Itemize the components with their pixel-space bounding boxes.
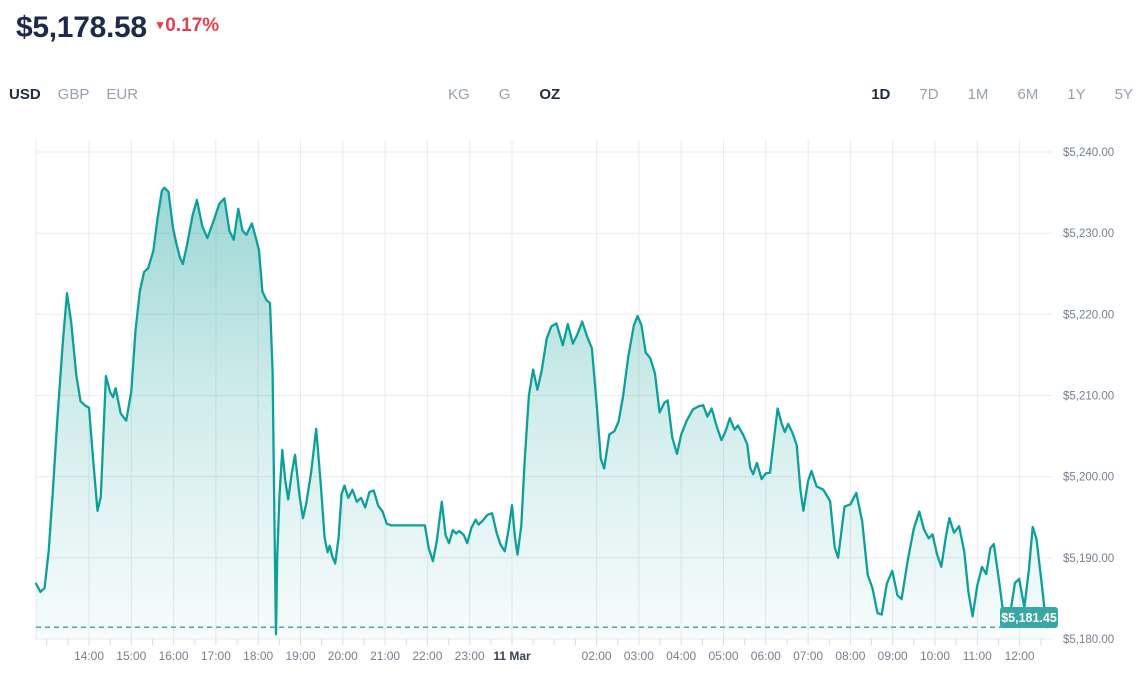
unit-tab-g[interactable]: G [498, 86, 511, 103]
y-axis-labels: $5,240.00 $5,230.00 $5,220.00 $5,210.00 $5,2… [1063, 147, 1114, 646]
svg-text:$5,220.00: $5,220.00 [1063, 309, 1114, 321]
range-tab-5y[interactable]: 5Y [1114, 86, 1133, 103]
svg-text:$5,180.00: $5,180.00 [1063, 634, 1114, 646]
x-axis-ticks [46, 639, 1042, 645]
currency-tab-eur[interactable]: EUR [106, 86, 139, 103]
price-value: $5,178.58 [16, 11, 147, 44]
svg-text:12:00: 12:00 [1005, 649, 1035, 663]
price-change-percent: 0.17% [165, 15, 220, 36]
svg-text:04:00: 04:00 [666, 649, 696, 663]
unit-tabs: KG G OZ [448, 84, 560, 106]
down-triangle-icon: ▾ [156, 17, 164, 32]
svg-text:11:00: 11:00 [963, 649, 992, 663]
svg-text:08:00: 08:00 [835, 649, 865, 663]
range-tab-6m[interactable]: 6M [1017, 86, 1039, 103]
range-tab-1d[interactable]: 1D [871, 86, 891, 103]
svg-text:20:00: 20:00 [328, 649, 358, 663]
unit-tab-oz[interactable]: OZ [539, 86, 561, 103]
range-tab-1y[interactable]: 1Y [1067, 86, 1086, 103]
svg-text:23:00: 23:00 [455, 649, 485, 663]
range-tabs: 1D 7D 1M 6M 1Y 5Y [871, 84, 1133, 106]
svg-text:19:00: 19:00 [285, 649, 315, 663]
svg-text:03:00: 03:00 [624, 649, 654, 663]
x-axis-labels: 14:00 15:00 16:00 17:00 18:00 19:00 20:00 21:00… [74, 649, 1035, 663]
svg-text:$5,200.00: $5,200.00 [1063, 472, 1114, 484]
price-header: $5,178.58 ▾ 0.17% [16, 12, 219, 44]
svg-text:18:00: 18:00 [243, 649, 273, 663]
price-line [34, 186, 1049, 636]
svg-text:10:00: 10:00 [920, 649, 950, 663]
svg-text:$5,190.00: $5,190.00 [1063, 553, 1114, 565]
svg-text:14:00: 14:00 [74, 649, 104, 663]
svg-text:21:00: 21:00 [370, 649, 400, 663]
svg-text:15:00: 15:00 [116, 649, 146, 663]
svg-text:$5,181.45: $5,181.45 [1001, 611, 1057, 625]
svg-text:09:00: 09:00 [878, 649, 908, 663]
area-fill [36, 187, 1048, 639]
currency-tab-gbp[interactable]: GBP [57, 86, 90, 103]
range-tab-1m[interactable]: 1M [967, 86, 989, 103]
toolbar: USD GBP EUR KG G OZ 1D 7D 1M 6M 1Y 5Y [0, 84, 1146, 106]
svg-text:16:00: 16:00 [159, 649, 189, 663]
svg-text:07:00: 07:00 [793, 649, 823, 663]
svg-text:06:00: 06:00 [751, 649, 781, 663]
range-tab-7d[interactable]: 7D [919, 86, 939, 103]
svg-text:$5,230.00: $5,230.00 [1063, 228, 1114, 240]
currency-tab-usd[interactable]: USD [9, 86, 41, 103]
unit-tab-kg[interactable]: KG [448, 86, 470, 103]
svg-text:02:00: 02:00 [582, 649, 612, 663]
svg-text:22:00: 22:00 [412, 649, 442, 663]
svg-text:11 Mar: 11 Mar [493, 649, 531, 663]
current-price-badge: $5,181.45 [1000, 607, 1058, 628]
svg-text:17:00: 17:00 [201, 649, 231, 663]
svg-text:$5,210.00: $5,210.00 [1063, 391, 1114, 403]
price-change: ▾ 0.17% [157, 15, 219, 37]
svg-text:$5,240.00: $5,240.00 [1063, 147, 1114, 159]
currency-tabs: USD GBP EUR [9, 84, 138, 106]
svg-text:05:00: 05:00 [708, 649, 738, 663]
